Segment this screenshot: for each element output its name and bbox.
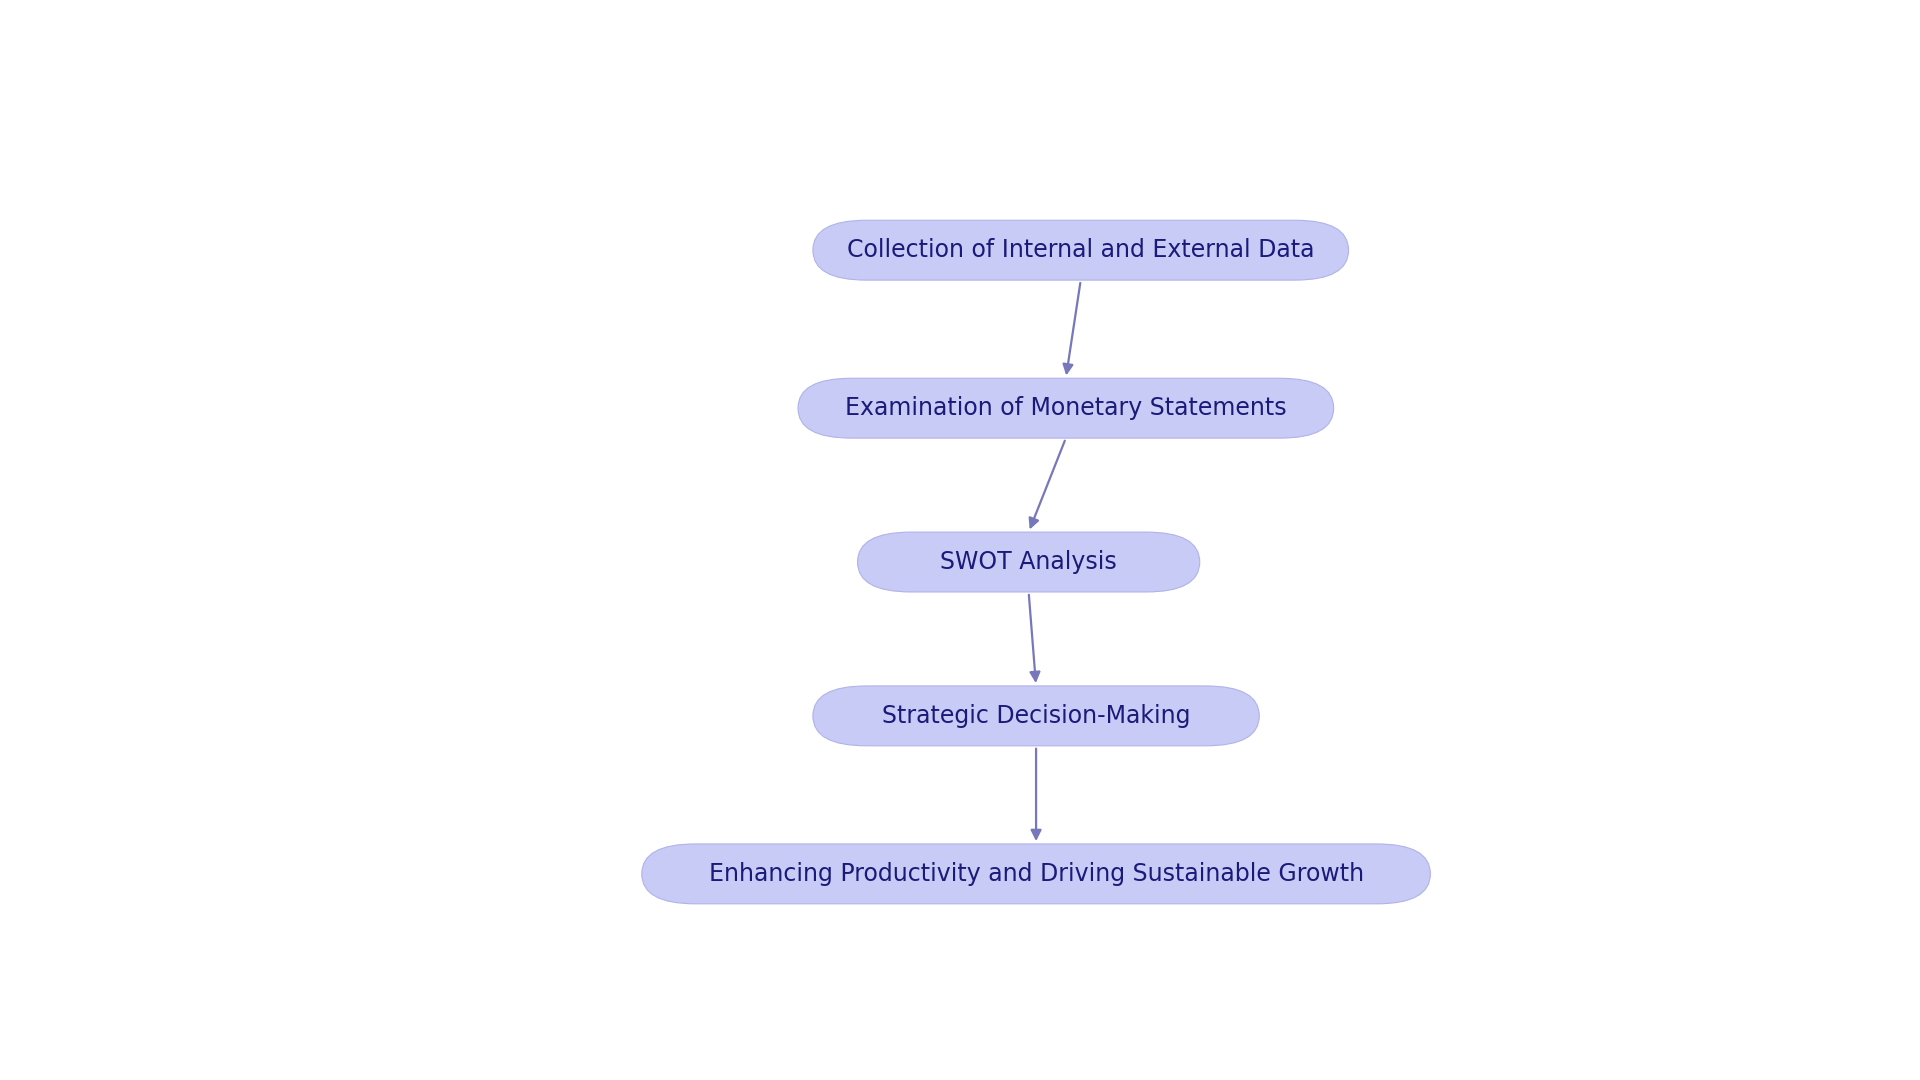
Text: SWOT Analysis: SWOT Analysis xyxy=(941,550,1117,575)
FancyBboxPatch shape xyxy=(799,378,1334,438)
Text: Examination of Monetary Statements: Examination of Monetary Statements xyxy=(845,396,1286,420)
Text: Strategic Decision-Making: Strategic Decision-Making xyxy=(881,704,1190,728)
Text: Enhancing Productivity and Driving Sustainable Growth: Enhancing Productivity and Driving Susta… xyxy=(708,862,1363,886)
FancyBboxPatch shape xyxy=(641,843,1430,904)
FancyBboxPatch shape xyxy=(812,220,1348,280)
FancyBboxPatch shape xyxy=(858,532,1200,592)
Text: Collection of Internal and External Data: Collection of Internal and External Data xyxy=(847,239,1315,262)
FancyBboxPatch shape xyxy=(812,686,1260,746)
